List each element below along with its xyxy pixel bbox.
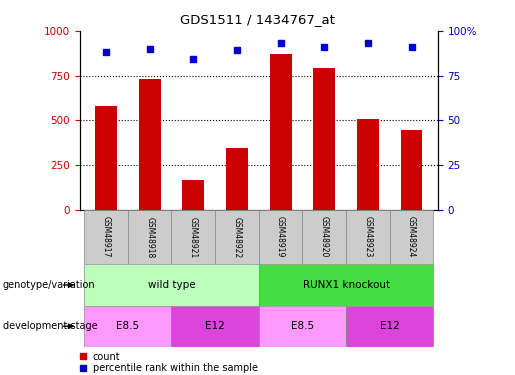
Bar (270, 54, 291, 210)
Text: genotype/variation: genotype/variation (3, 280, 95, 290)
Text: GSM48922: GSM48922 (232, 217, 242, 258)
Text: GDS1511 / 1434767_at: GDS1511 / 1434767_at (180, 13, 335, 26)
Text: E8.5: E8.5 (291, 321, 314, 331)
Text: GSM48920: GSM48920 (320, 216, 329, 258)
FancyBboxPatch shape (215, 210, 259, 264)
Text: E8.5: E8.5 (116, 321, 140, 331)
FancyBboxPatch shape (259, 306, 346, 347)
Text: E12: E12 (205, 321, 225, 331)
Text: development stage: development stage (3, 321, 97, 331)
FancyBboxPatch shape (346, 210, 390, 264)
FancyBboxPatch shape (171, 306, 259, 347)
Bar (139, 79, 161, 210)
Text: GSM48924: GSM48924 (407, 216, 416, 258)
Text: GSM48919: GSM48919 (276, 216, 285, 258)
Text: RUNX1 knockout: RUNX1 knockout (302, 280, 390, 290)
Text: GSM48923: GSM48923 (364, 216, 372, 258)
FancyBboxPatch shape (84, 210, 128, 264)
FancyBboxPatch shape (84, 264, 259, 306)
FancyBboxPatch shape (84, 306, 171, 347)
Bar (401, 130, 422, 210)
Bar (313, 68, 335, 210)
FancyBboxPatch shape (346, 306, 434, 347)
Text: GSM48918: GSM48918 (145, 217, 154, 258)
FancyBboxPatch shape (128, 210, 171, 264)
FancyBboxPatch shape (390, 210, 434, 264)
Text: wild type: wild type (148, 280, 195, 290)
Bar (226, 148, 248, 210)
Bar (182, 180, 204, 210)
Text: E12: E12 (380, 321, 400, 331)
Text: GSM48921: GSM48921 (189, 217, 198, 258)
Text: count: count (93, 352, 121, 362)
FancyBboxPatch shape (259, 264, 434, 306)
FancyBboxPatch shape (302, 210, 346, 264)
Bar (357, 120, 379, 210)
FancyBboxPatch shape (171, 210, 215, 264)
Text: GSM48917: GSM48917 (101, 216, 111, 258)
FancyBboxPatch shape (259, 210, 302, 264)
Text: percentile rank within the sample: percentile rank within the sample (93, 363, 258, 373)
Bar (95, 106, 117, 210)
